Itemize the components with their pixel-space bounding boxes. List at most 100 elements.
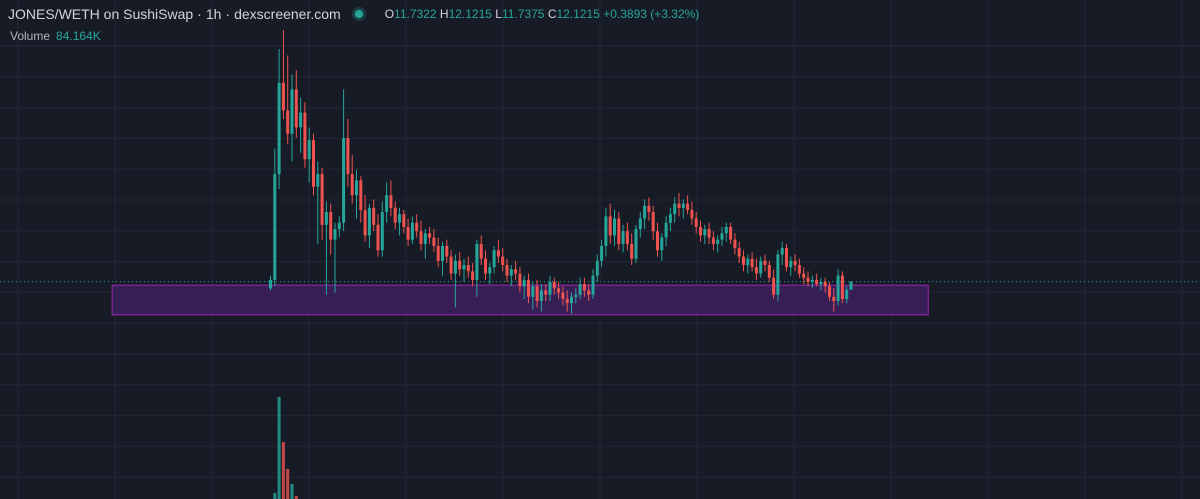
- candle-body: [785, 248, 788, 268]
- candle-body: [462, 265, 466, 270]
- candle-body: [290, 89, 294, 134]
- candle-body: [724, 226, 728, 234]
- candle-body: [742, 256, 745, 266]
- candle-body: [496, 250, 500, 257]
- candle-body: [359, 180, 363, 210]
- candle-body: [832, 296, 836, 302]
- candle-body: [668, 214, 672, 223]
- high-label: H: [439, 7, 449, 21]
- candle-body: [591, 275, 595, 295]
- legend-separator: ·: [197, 6, 202, 22]
- candle-body: [793, 260, 797, 266]
- candle-body: [716, 239, 720, 244]
- low-value: 11.7375: [501, 7, 545, 21]
- candle-body: [488, 267, 492, 274]
- candle-body: [711, 237, 715, 244]
- volume-label: Volume: [10, 29, 51, 43]
- candle-body: [535, 286, 539, 302]
- candle-body: [423, 233, 427, 244]
- interval-label[interactable]: 1h: [205, 6, 222, 22]
- candle-body: [531, 286, 535, 297]
- candle-body: [372, 207, 376, 225]
- candle-body: [720, 233, 724, 240]
- candle-body: [651, 212, 655, 232]
- candle-body: [823, 282, 827, 287]
- candle-body: [406, 226, 410, 240]
- candle-body: [522, 279, 526, 287]
- volume-bar: [294, 496, 298, 499]
- candle-body: [582, 284, 586, 291]
- candle-body: [630, 243, 634, 259]
- candle-body: [772, 277, 776, 295]
- candle-body: [664, 222, 668, 238]
- candle-body: [514, 269, 518, 274]
- candle-body: [789, 260, 793, 268]
- candle-body: [703, 229, 707, 236]
- candle-body: [346, 138, 350, 174]
- candle-body: [518, 273, 522, 287]
- candle-body: [810, 279, 814, 282]
- change-value: +0.3893 (+3.32%): [603, 7, 700, 21]
- candle-body: [694, 218, 698, 227]
- candle-body: [819, 282, 823, 285]
- candle-body: [453, 260, 457, 274]
- candle-body: [578, 284, 582, 295]
- candle-body: [428, 233, 432, 238]
- candle-body: [316, 174, 320, 187]
- candle-body: [445, 246, 449, 257]
- candle-body: [776, 254, 780, 295]
- candle-body: [273, 174, 277, 280]
- candle-body: [544, 290, 548, 295]
- candle-body: [634, 229, 638, 259]
- candle-body: [806, 277, 810, 282]
- candle-body: [286, 110, 290, 134]
- candle-body: [436, 246, 440, 261]
- open-value: 11.7322: [394, 7, 437, 21]
- candle-body: [441, 246, 444, 261]
- candle-body: [643, 205, 647, 219]
- candle-body: [475, 243, 479, 280]
- candle-body: [677, 203, 681, 208]
- candle-body: [613, 218, 616, 236]
- symbol-name[interactable]: JONES/WETH on SushiSwap: [8, 6, 194, 22]
- candle-body: [681, 203, 685, 208]
- ohlc-values: O11.7322 H12.1215 L11.7375 C12.1215 +0.3…: [385, 7, 700, 21]
- candle-body: [797, 265, 801, 274]
- candle-body: [471, 271, 475, 280]
- candle-body: [479, 243, 483, 259]
- candle-body: [320, 174, 324, 225]
- high-value: 12.1215: [448, 7, 492, 21]
- candle-body: [505, 265, 509, 276]
- candle-body: [527, 279, 530, 297]
- candle-body: [625, 231, 629, 244]
- volume-bar: [290, 484, 294, 499]
- candle-body: [845, 289, 849, 299]
- volume-value: 84.164K: [56, 29, 101, 43]
- market-status-icon[interactable]: [354, 10, 363, 18]
- candle-body: [647, 205, 651, 213]
- candle-body: [385, 195, 389, 213]
- candle-body: [574, 294, 578, 297]
- candle-body: [350, 174, 354, 196]
- candle-body: [329, 212, 333, 240]
- candle-body: [380, 212, 384, 251]
- candle-body: [570, 296, 573, 304]
- candle-body: [604, 216, 608, 246]
- candles-layer: [269, 30, 853, 314]
- candle-body: [324, 212, 328, 225]
- volume-legend: Volume 84.164K: [10, 29, 101, 43]
- candle-body: [376, 224, 380, 251]
- candle-body: [419, 231, 423, 244]
- candle-body: [415, 222, 419, 232]
- candle-body: [699, 226, 702, 236]
- candle-body: [746, 258, 750, 266]
- candle-body: [828, 286, 831, 297]
- candle-body: [621, 231, 625, 244]
- candle-body: [458, 260, 462, 270]
- candle-body: [303, 112, 307, 160]
- candle-body: [548, 282, 552, 295]
- candle-body: [707, 229, 711, 238]
- close-value: 12.1215: [556, 7, 600, 21]
